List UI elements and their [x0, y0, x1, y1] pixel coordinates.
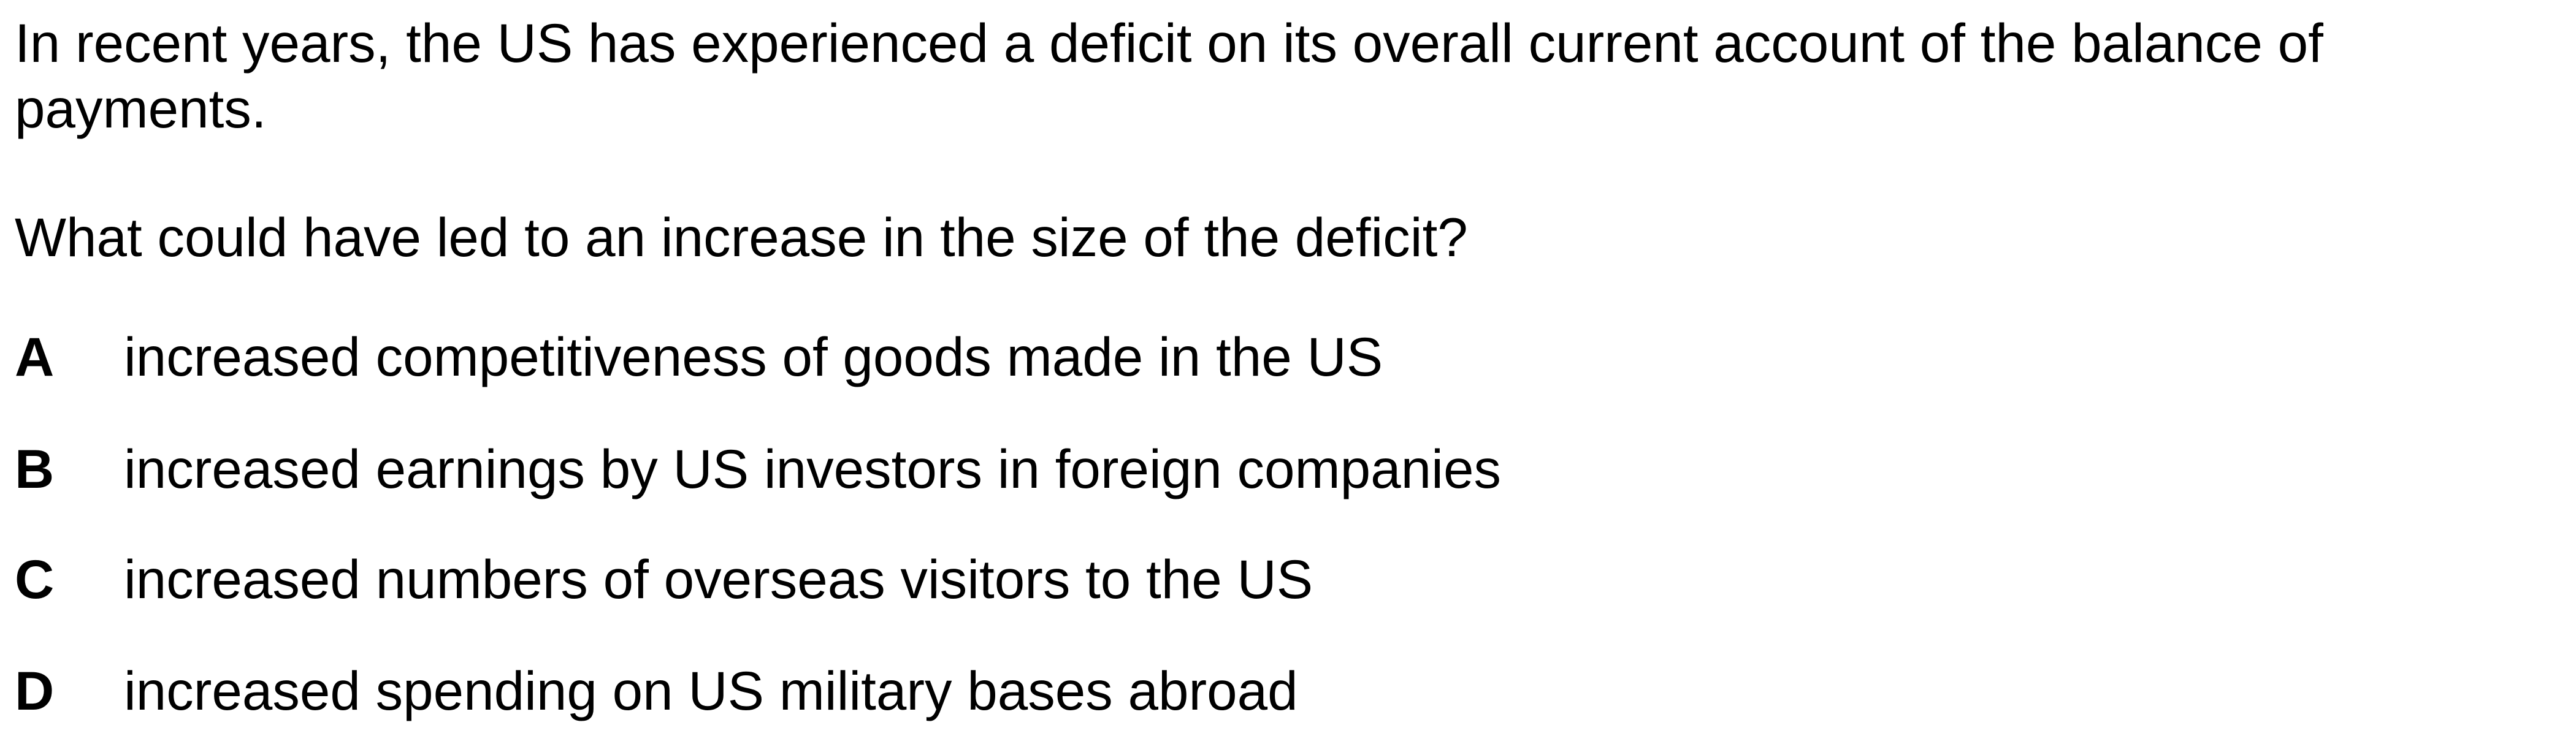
- question-stem-line-2: payments.: [15, 78, 267, 139]
- option-letter: D: [15, 660, 55, 721]
- option-letter: B: [15, 438, 55, 499]
- option-text: increased numbers of overseas visitors t…: [124, 548, 1313, 610]
- option-letter: A: [15, 326, 55, 387]
- question-prompt: What could have led to an increase in th…: [15, 207, 1468, 268]
- option-text: increased competitiveness of goods made …: [124, 326, 1383, 387]
- option-text: increased earnings by US investors in fo…: [124, 438, 1501, 499]
- option-text: increased spending on US military bases …: [124, 660, 1298, 721]
- question-stem-line-1: In recent years, the US has experienced …: [15, 12, 2323, 74]
- option-letter: C: [15, 548, 55, 610]
